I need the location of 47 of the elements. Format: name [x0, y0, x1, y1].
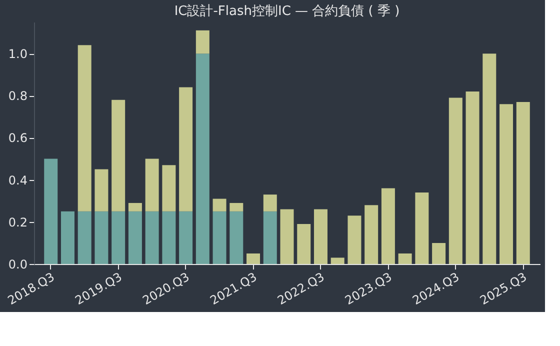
y-tick-label: 0.0: [8, 258, 28, 272]
bar: [280, 209, 294, 264]
bar: [179, 87, 193, 212]
bar: [432, 242, 446, 264]
bar: [128, 211, 142, 264]
bar: [330, 258, 344, 264]
bar: [263, 211, 277, 264]
bar: [78, 211, 92, 264]
bar: [112, 100, 126, 212]
y-tick-label: 1.0: [8, 47, 28, 62]
bar: [196, 54, 210, 264]
chart-title: IC設計-Flash控制IC — 合約負債 ( 季 ): [174, 4, 400, 19]
bar: [364, 205, 378, 264]
bar: [398, 253, 412, 264]
bar: [381, 188, 395, 264]
bar: [112, 211, 126, 264]
bar: [212, 211, 226, 264]
y-tick-label: 0.4: [8, 173, 28, 188]
bar: [94, 211, 108, 264]
y-tick-label: 0.6: [8, 131, 28, 146]
bar: [145, 211, 159, 264]
bar: [348, 216, 362, 264]
bar: [94, 169, 108, 212]
bar: [212, 198, 226, 212]
bar: [78, 45, 92, 212]
bar: [162, 211, 176, 264]
bar: [196, 30, 210, 54]
bar: [60, 211, 74, 264]
bar: [314, 209, 328, 264]
bar: [246, 253, 260, 264]
bar: [230, 211, 244, 264]
bar: [145, 158, 159, 212]
bar: [466, 91, 480, 264]
bar: [128, 202, 142, 212]
bar: [179, 211, 193, 264]
bar: [516, 102, 530, 264]
bar: [500, 104, 514, 264]
bar: [297, 224, 311, 264]
bar: [44, 158, 58, 264]
y-tick-label: 0.2: [8, 215, 28, 230]
bar: [162, 165, 176, 212]
bar: [263, 194, 277, 212]
y-tick-label: 0.8: [8, 89, 28, 104]
bar: [482, 54, 496, 264]
bar: [415, 192, 429, 264]
bar: [448, 98, 462, 264]
bar: [230, 202, 244, 212]
